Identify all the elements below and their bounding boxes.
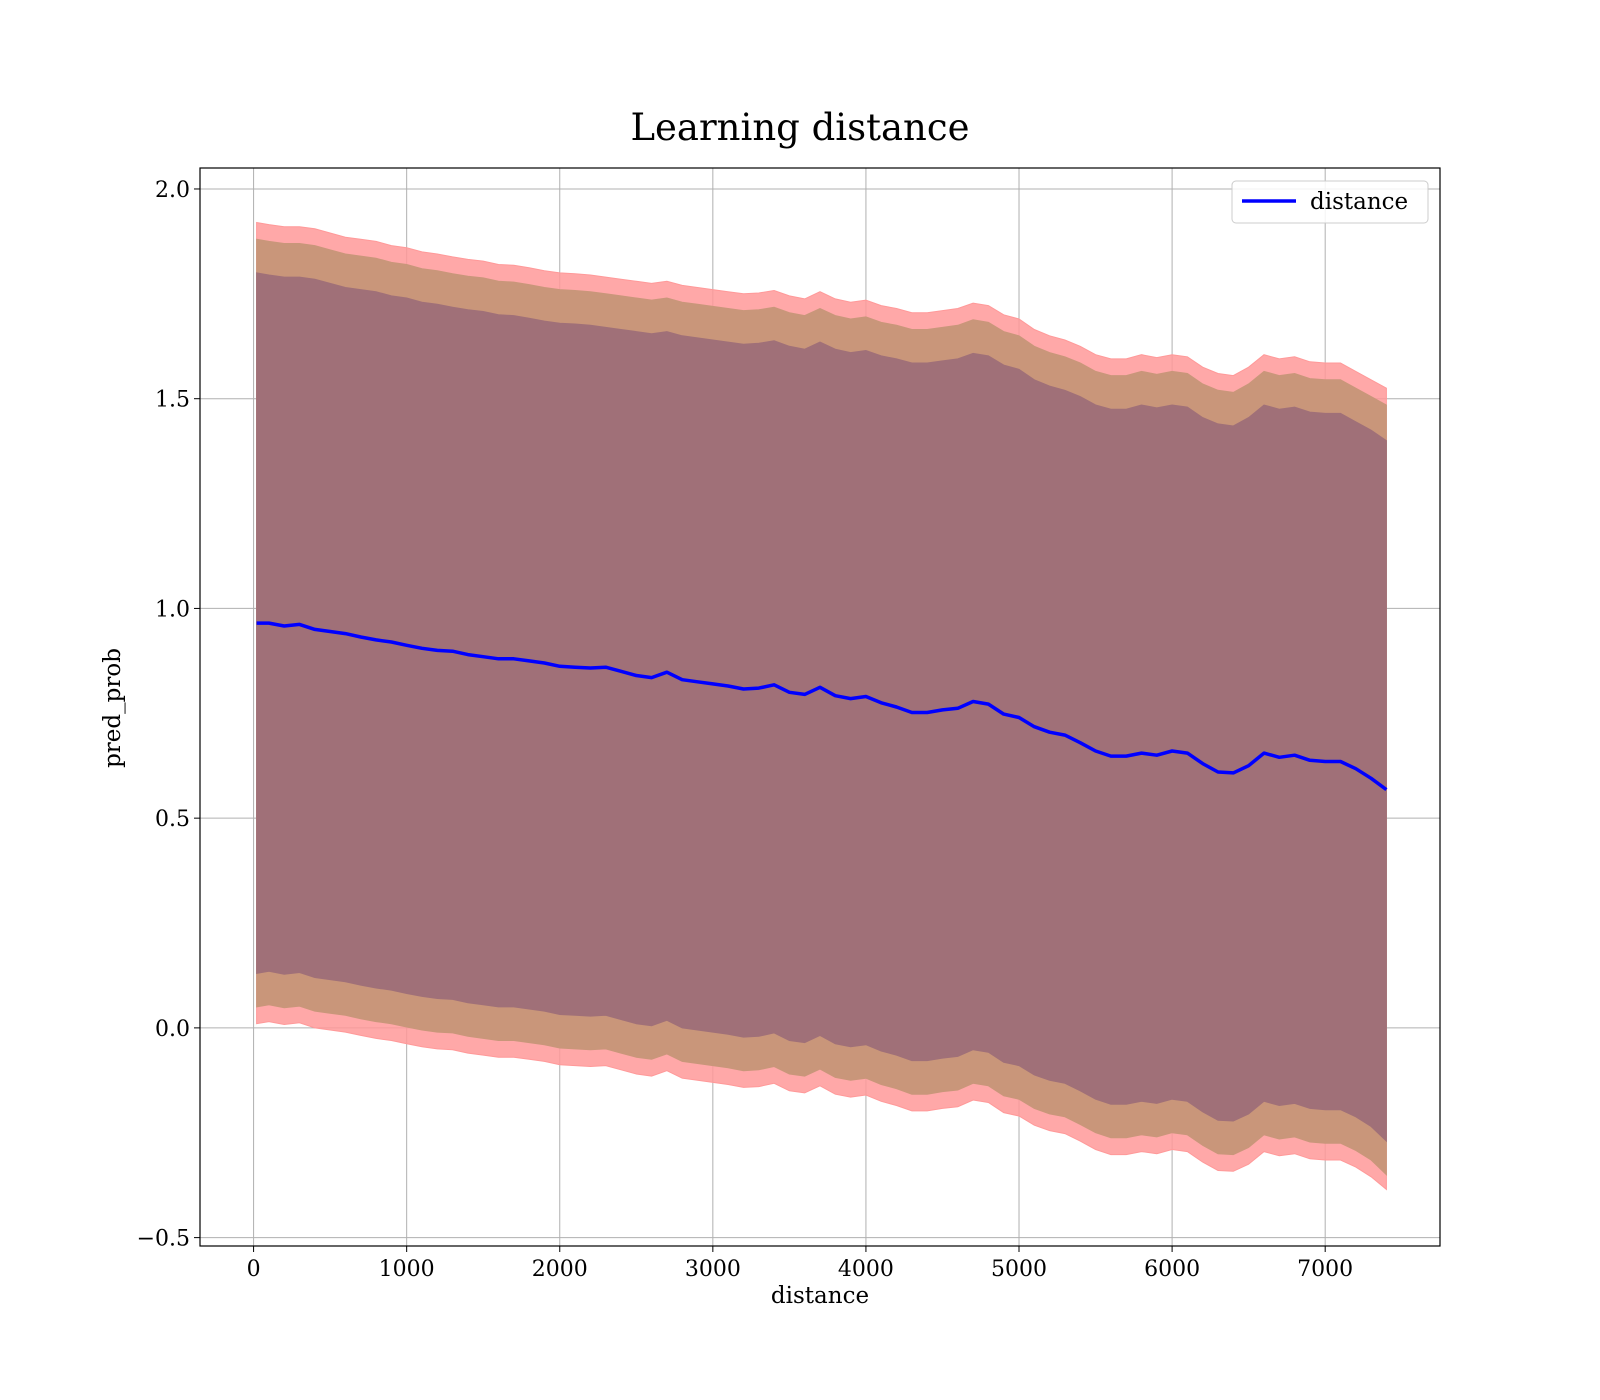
legend-box	[1231, 180, 1429, 224]
x-tick-label-3: 3000	[685, 1257, 741, 1282]
y-tick-label-0: −0.5	[137, 1227, 190, 1252]
y-axis-ticks: −0.5 0.0 0.5 1.0 1.5 2.0	[137, 178, 200, 1252]
x-tick-label-6: 6000	[1144, 1257, 1200, 1282]
x-tick-label-2: 2000	[532, 1257, 588, 1282]
series-line-distance	[256, 621, 1388, 792]
plot-frame	[199, 167, 1441, 1247]
x-tick-label-5: 5000	[991, 1257, 1047, 1282]
y-tick-label-1: 0.0	[155, 1017, 190, 1042]
chart-title: Learning distance	[630, 106, 969, 149]
series-group	[256, 621, 1388, 792]
x-axis-label: distance	[771, 1283, 869, 1309]
y-axis-label: pred_prob	[100, 648, 126, 768]
y-tick-label-5: 2.0	[155, 178, 190, 203]
x-tick-label-7: 7000	[1297, 1257, 1353, 1282]
x-axis-ticks: 0 1000 2000 3000 4000 5000 6000 7000	[247, 1246, 1353, 1282]
y-tick-label-3: 1.0	[155, 597, 190, 622]
legend: distance	[1231, 180, 1429, 224]
legend-entry-distance: distance	[1310, 189, 1408, 215]
y-tick-label-2: 0.5	[155, 807, 190, 832]
y-tick-label-4: 1.5	[155, 388, 190, 413]
band-inner	[256, 272, 1387, 1143]
x-tick-label-0: 0	[247, 1257, 261, 1282]
x-tick-label-4: 4000	[838, 1257, 894, 1282]
bands	[256, 221, 1387, 1191]
x-tick-label-1: 1000	[379, 1257, 435, 1282]
